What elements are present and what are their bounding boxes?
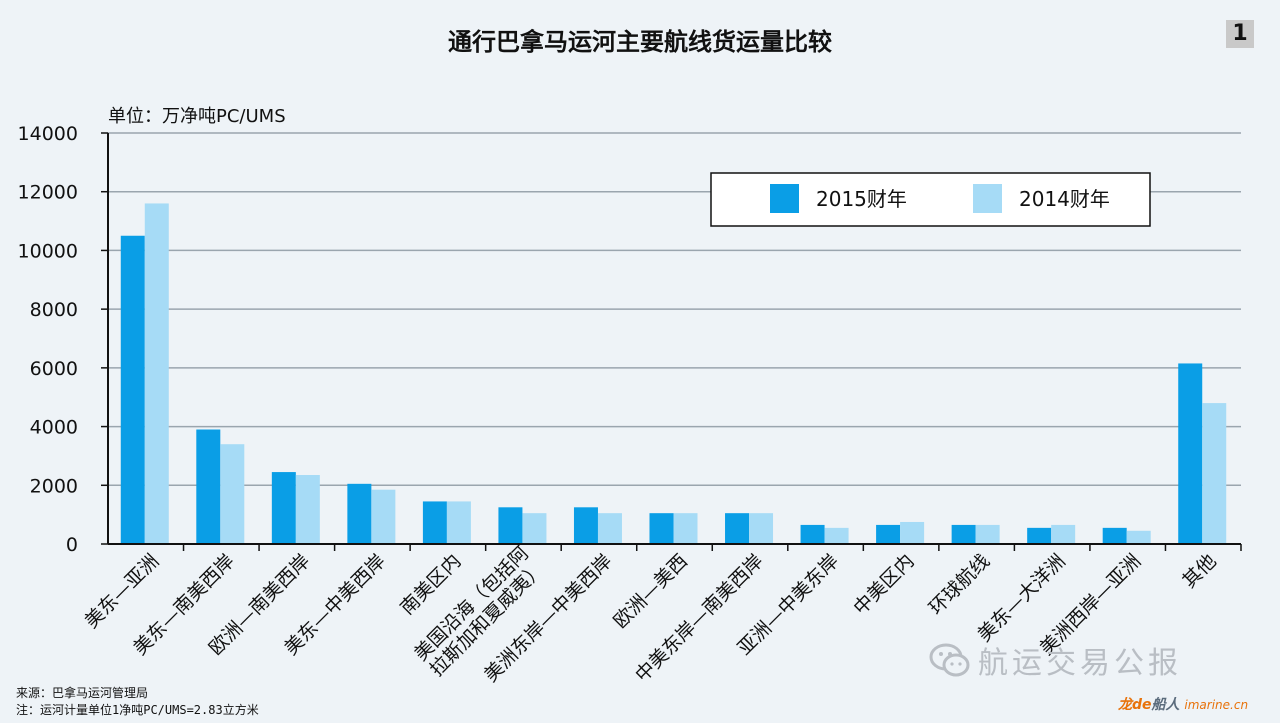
y-tick-label: 14000 <box>18 123 78 145</box>
bar-2014-10 <box>900 521 925 544</box>
bar-2015-4 <box>422 501 447 544</box>
bar-2014-4 <box>446 501 471 544</box>
category-label-line: 欧洲—美西 <box>609 550 692 633</box>
y-tick-label: 12000 <box>18 182 78 204</box>
bar-2015-3 <box>347 483 372 544</box>
category-label-line: 中美东岸—南美西岸 <box>631 550 767 686</box>
watermark-part-a: 龙de <box>1118 697 1152 713</box>
watermark-part-b: 船人 <box>1151 697 1180 713</box>
bar-2014-7 <box>673 513 698 544</box>
bar-2015-14 <box>1178 363 1203 544</box>
bar-2015-5 <box>498 507 523 544</box>
category-label: 环球航线 <box>925 550 994 619</box>
y-tick-label: 2000 <box>30 475 78 497</box>
y-tick-label: 10000 <box>18 240 78 262</box>
category-label: 美东—亚洲 <box>81 550 164 633</box>
bar-2015-0 <box>120 235 145 544</box>
bar-2014-2 <box>295 475 320 544</box>
wechat-account-name: 航运交易公报 <box>978 646 1182 681</box>
bar-2014-12 <box>1051 524 1076 544</box>
bar-2014-3 <box>371 489 396 544</box>
site-watermark: 龙de船人 imarine.cn <box>1118 694 1248 714</box>
legend-swatch <box>973 184 1002 213</box>
category-label: 中美东岸—南美西岸 <box>631 550 767 686</box>
grid-layer <box>108 132 1241 487</box>
legend-label: 2014财年 <box>1019 187 1110 211</box>
bar-2014-11 <box>975 524 1000 544</box>
watermark-url: imarine.cn <box>1184 698 1249 712</box>
legend-swatch <box>770 184 799 213</box>
bar-2014-14 <box>1202 403 1227 544</box>
page-number-badge: 1 <box>1226 20 1254 48</box>
bar-2015-1 <box>196 429 221 544</box>
y-tick-label: 6000 <box>30 358 78 380</box>
category-label-line: 美东—亚洲 <box>81 550 164 633</box>
category-label: 中美区内 <box>849 550 918 619</box>
category-label: 其他 <box>1178 550 1220 592</box>
bars-layer <box>120 203 1227 544</box>
legend: 2015财年 2014财年 <box>710 172 1151 227</box>
bar-2015-11 <box>951 524 976 544</box>
bar-2014-1 <box>220 444 245 544</box>
wechat-icon <box>929 643 970 677</box>
chart-title: 通行巴拿马运河主要航线货运量比较 <box>448 28 832 56</box>
wechat-watermark: 航运交易公报 <box>928 640 1182 681</box>
y-tick-label: 8000 <box>30 299 78 321</box>
source-note: 来源：巴拿马运河管理局 <box>16 686 149 700</box>
legend-label: 2015财年 <box>816 187 907 211</box>
bar-2015-9 <box>800 524 825 544</box>
bar-2014-6 <box>597 513 622 544</box>
bar-2014-0 <box>144 203 169 544</box>
bar-2015-13 <box>1102 527 1127 544</box>
bar-2015-6 <box>573 507 598 544</box>
bar-2015-10 <box>876 524 901 544</box>
y-tick-label: 4000 <box>30 417 78 439</box>
unit-label: 单位：万净吨PC/UMS <box>108 106 286 127</box>
bar-2015-8 <box>725 513 750 544</box>
bar-2015-7 <box>649 513 674 544</box>
bar-2014-5 <box>522 513 547 544</box>
category-label-line: 其他 <box>1178 550 1220 592</box>
bar-2015-12 <box>1027 527 1052 544</box>
category-label-line: 环球航线 <box>925 550 994 619</box>
bar-2014-9 <box>824 527 849 544</box>
axis-layer: 0 2000 4000 6000 8000 10000 12000 14000 <box>18 123 1242 556</box>
bar-2015-2 <box>271 472 296 544</box>
unit-footnote: 注：运河计量单位1净吨PC/UMS=2.83立方米 <box>16 703 259 717</box>
category-label-line: 中美区内 <box>849 550 918 619</box>
bar-2014-8 <box>749 513 774 544</box>
y-tick-label: 0 <box>66 534 78 556</box>
category-label: 欧洲—美西 <box>609 550 692 633</box>
bar-2014-13 <box>1126 530 1151 544</box>
